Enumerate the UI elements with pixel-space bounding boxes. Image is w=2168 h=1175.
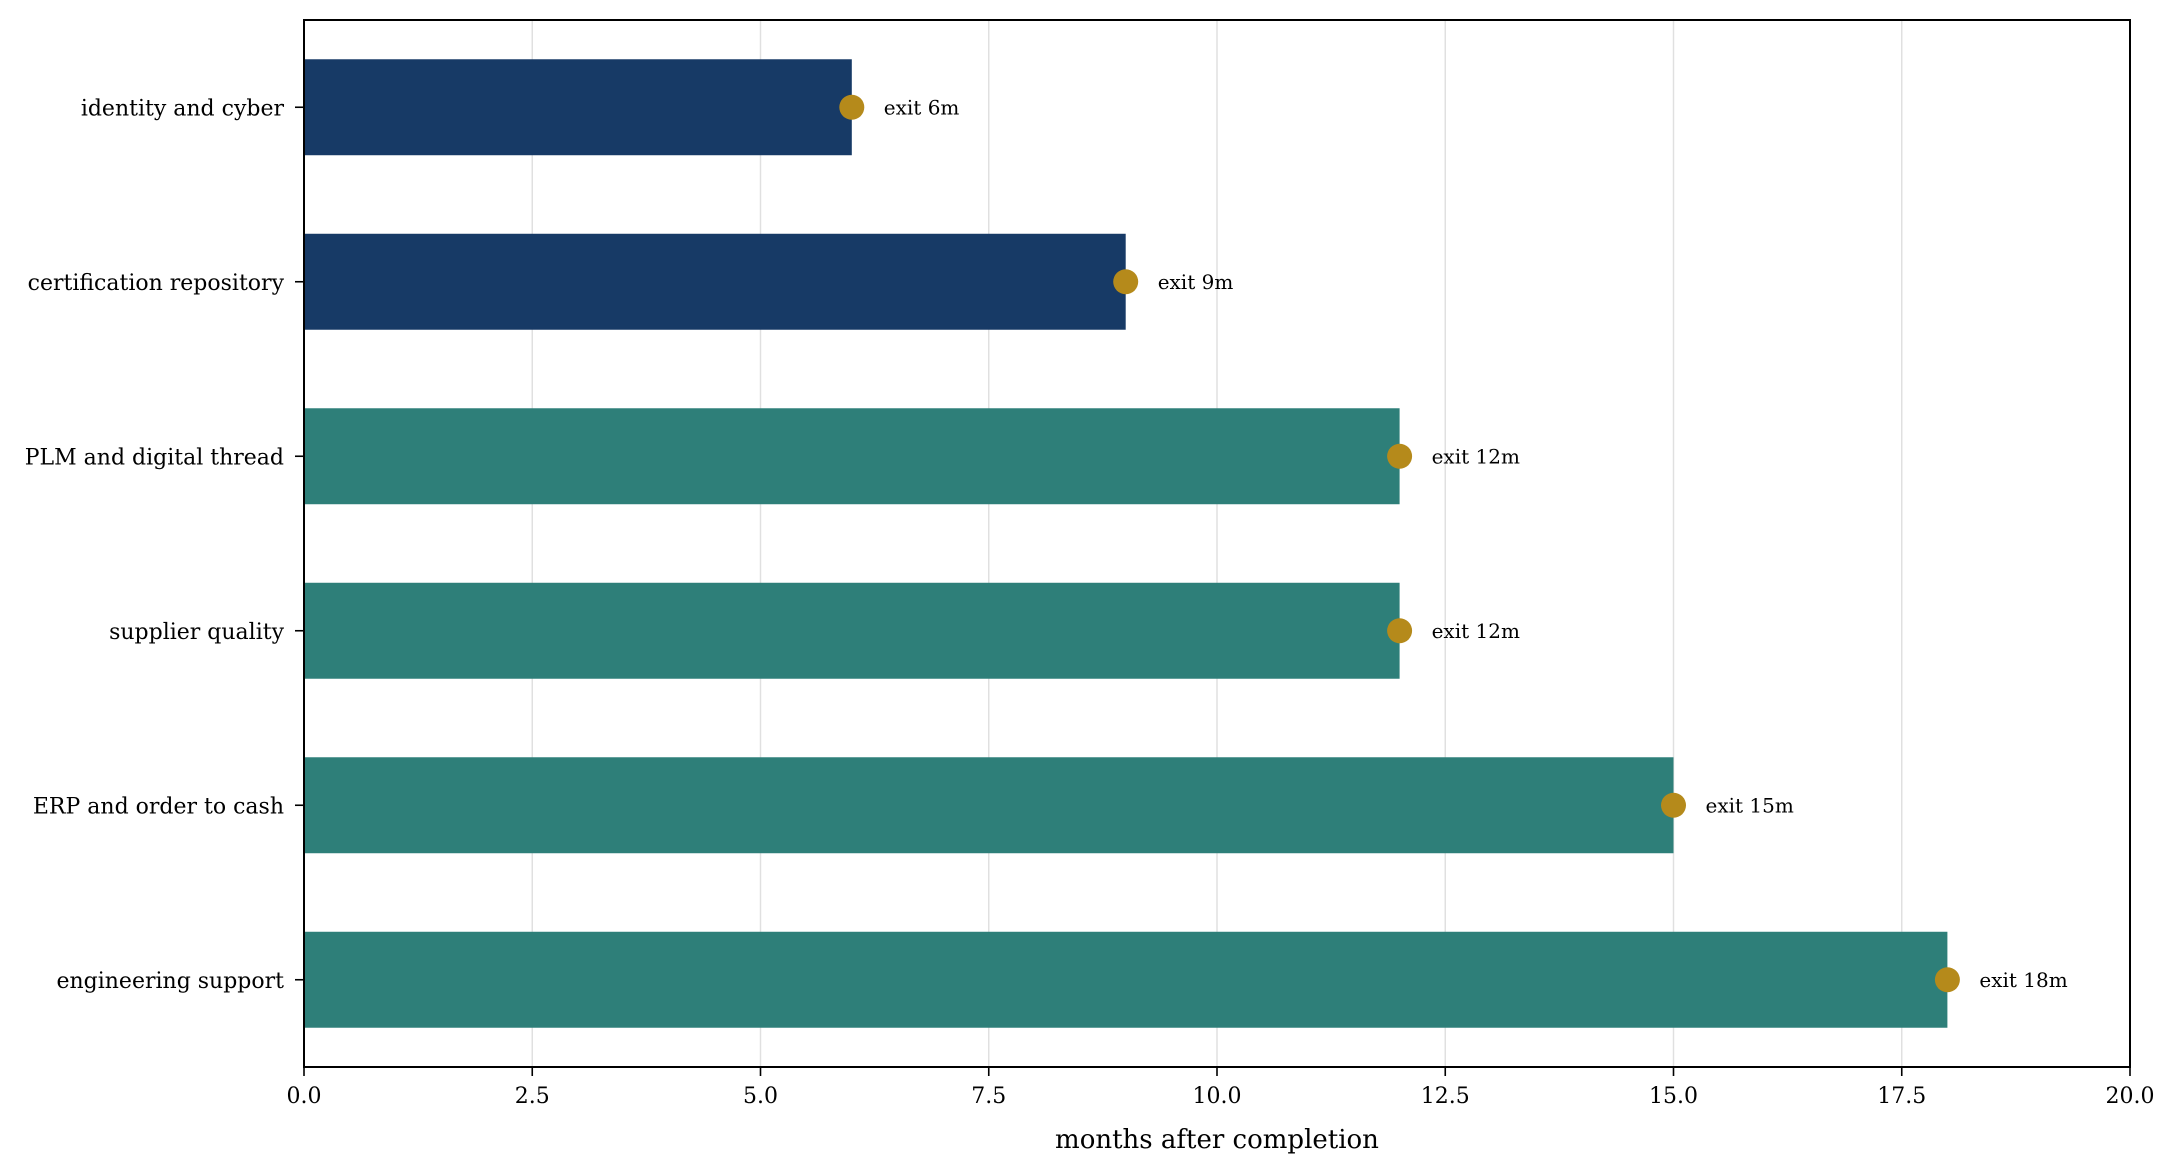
bar bbox=[304, 233, 1126, 330]
y-tick-label: supplier quality bbox=[109, 620, 285, 645]
exit-marker bbox=[1113, 269, 1139, 295]
x-tick-label: 17.5 bbox=[1877, 1084, 1926, 1109]
x-axis-ticks: 0.0 2.5 5.0 7.5 10.0 12.5 15.0 17.5 20.0 bbox=[287, 1067, 2155, 1109]
bar bbox=[304, 408, 1400, 505]
bar bbox=[304, 757, 1674, 854]
x-tick-label: 10.0 bbox=[1193, 1084, 1242, 1109]
data-label: exit 12m bbox=[1432, 444, 1520, 468]
x-tick-label: 20.0 bbox=[2106, 1084, 2155, 1109]
bars bbox=[304, 59, 1948, 1028]
data-label: exit 12m bbox=[1432, 619, 1520, 643]
x-tick-label: 12.5 bbox=[1421, 1084, 1470, 1109]
y-axis-ticks: identity and cyber certification reposito… bbox=[25, 96, 304, 994]
exit-marker bbox=[1661, 792, 1686, 818]
data-label: exit 9m bbox=[1158, 270, 1234, 294]
bar bbox=[304, 931, 1948, 1028]
exit-marker bbox=[1387, 443, 1413, 469]
x-tick-label: 2.5 bbox=[515, 1084, 550, 1109]
exit-marker bbox=[1387, 618, 1413, 644]
data-labels: exit 6m exit 9m exit 12m exit 12m exit 15m ex… bbox=[884, 95, 2068, 992]
y-tick-label: engineering support bbox=[56, 969, 284, 994]
data-label: exit 15m bbox=[1706, 793, 1794, 817]
x-tick-label: 5.0 bbox=[743, 1084, 778, 1109]
data-label: exit 6m bbox=[884, 95, 960, 119]
data-label: exit 18m bbox=[1979, 968, 2067, 992]
x-axis-label: months after completion bbox=[1055, 1125, 1379, 1155]
exit-markers bbox=[839, 94, 1960, 993]
x-tick-label: 0.0 bbox=[287, 1084, 322, 1109]
y-tick-label: identity and cyber bbox=[81, 96, 285, 121]
y-tick-label: ERP and order to cash bbox=[33, 794, 284, 819]
y-tick-label: PLM and digital thread bbox=[25, 445, 284, 470]
exit-marker bbox=[839, 94, 865, 120]
y-tick-label: certification repository bbox=[28, 271, 285, 296]
exit-marker bbox=[1934, 967, 1960, 993]
x-tick-label: 7.5 bbox=[971, 1084, 1006, 1109]
bar bbox=[304, 59, 852, 156]
bar bbox=[304, 582, 1400, 679]
x-tick-label: 15.0 bbox=[1649, 1084, 1698, 1109]
